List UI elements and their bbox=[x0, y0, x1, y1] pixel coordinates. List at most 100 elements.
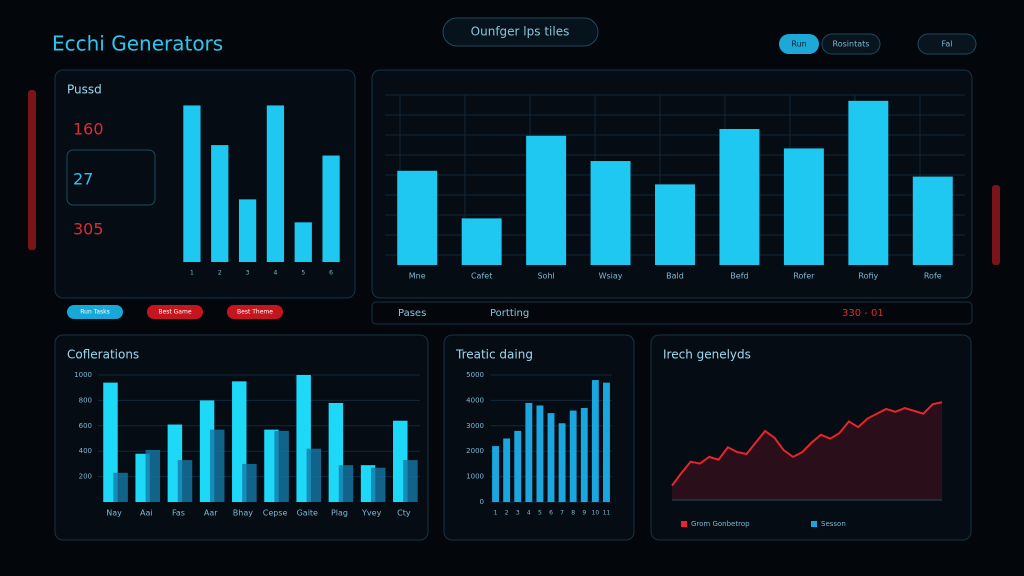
button[interactable] bbox=[821, 33, 881, 55]
button[interactable] bbox=[779, 34, 819, 54]
search-text: Ounfger lps tiles bbox=[471, 25, 570, 39]
panel-title: Treatic daing bbox=[455, 348, 533, 362]
button-label: Best Theme bbox=[237, 309, 273, 316]
button[interactable] bbox=[917, 33, 977, 55]
bar bbox=[547, 413, 555, 502]
button-label: Fal bbox=[942, 40, 953, 49]
bar bbox=[306, 448, 322, 502]
x-tick-label: 8 bbox=[571, 510, 575, 517]
bar bbox=[294, 222, 312, 262]
x-tick-label: Mne bbox=[409, 272, 426, 281]
bar bbox=[370, 467, 386, 502]
bar bbox=[536, 405, 544, 502]
x-tick-label: Aai bbox=[140, 509, 153, 518]
x-tick-label: Sohl bbox=[537, 272, 554, 281]
x-tick-label: Wsiay bbox=[599, 272, 623, 281]
bar bbox=[183, 105, 201, 262]
y-tick-label: 800 bbox=[79, 396, 92, 404]
bar bbox=[590, 161, 631, 265]
x-tick-label: 3 bbox=[516, 510, 520, 517]
bar bbox=[103, 382, 118, 502]
x-tick-label: 3 bbox=[246, 270, 250, 277]
bar bbox=[242, 463, 257, 502]
bar bbox=[274, 430, 289, 502]
button-label: Best Game bbox=[158, 309, 191, 316]
search-box[interactable] bbox=[442, 17, 599, 47]
bar bbox=[211, 145, 229, 262]
x-tick-label: Fas bbox=[172, 509, 185, 518]
y-tick-label: 200 bbox=[79, 473, 92, 481]
x-tick-label: Rofer bbox=[793, 272, 815, 281]
bar bbox=[580, 408, 588, 502]
x-tick-label: Nay bbox=[106, 509, 122, 518]
button[interactable] bbox=[67, 305, 123, 319]
panel-title: Coflerations bbox=[67, 348, 139, 362]
y-tick-label: 4000 bbox=[466, 396, 484, 404]
bar bbox=[912, 176, 953, 265]
x-tick-label: Cepse bbox=[263, 509, 288, 518]
side-glow bbox=[28, 90, 36, 250]
nav-text: 330 - 01 bbox=[842, 308, 884, 319]
bar bbox=[145, 449, 161, 502]
x-tick-label: 2 bbox=[218, 270, 222, 277]
bar bbox=[266, 105, 285, 262]
x-tick-label: Aar bbox=[204, 509, 218, 518]
x-tick-label: 5 bbox=[301, 270, 305, 277]
bar bbox=[503, 438, 511, 502]
bar bbox=[113, 472, 128, 502]
x-tick-label: Gaite bbox=[297, 509, 318, 518]
x-tick-label: Cty bbox=[397, 509, 411, 518]
bar bbox=[525, 402, 533, 502]
button-label: Run bbox=[791, 40, 806, 49]
bar bbox=[655, 184, 695, 265]
legend-swatch bbox=[811, 521, 817, 527]
stat-value: 27 bbox=[73, 170, 93, 189]
x-tick-label: 7 bbox=[560, 510, 564, 517]
bar bbox=[397, 170, 438, 265]
stat-value: 305 bbox=[73, 220, 104, 239]
bar bbox=[238, 199, 257, 262]
button[interactable] bbox=[227, 305, 283, 319]
legend-label: Grom Gonbetrop bbox=[691, 520, 750, 528]
bar bbox=[209, 429, 225, 502]
bar bbox=[338, 465, 354, 502]
y-tick-label: 400 bbox=[79, 447, 92, 455]
bar bbox=[403, 460, 418, 502]
x-tick-label: Bald bbox=[666, 272, 684, 281]
x-tick-label: 9 bbox=[582, 510, 586, 517]
button-label: Rosintats bbox=[833, 40, 870, 49]
y-tick-label: 2000 bbox=[466, 447, 484, 455]
bar bbox=[514, 430, 522, 502]
bar bbox=[461, 218, 502, 265]
button-label: Run Tasks bbox=[80, 309, 110, 316]
x-tick-label: 1 bbox=[494, 510, 498, 517]
x-tick-label: 5 bbox=[538, 510, 542, 517]
x-tick-label: 1 bbox=[190, 270, 194, 277]
x-tick-label: Rofiy bbox=[858, 272, 878, 281]
side-glow bbox=[992, 185, 1000, 265]
bar bbox=[591, 380, 599, 502]
x-tick-label: Yvey bbox=[361, 509, 382, 518]
bar bbox=[492, 446, 499, 502]
bar bbox=[526, 135, 567, 265]
y-tick-label: 600 bbox=[79, 422, 92, 430]
button[interactable] bbox=[147, 305, 203, 319]
bar bbox=[719, 129, 760, 265]
stat-box bbox=[66, 149, 156, 206]
x-tick-label: 6 bbox=[329, 270, 333, 277]
x-tick-label: 4 bbox=[527, 510, 531, 517]
bar bbox=[558, 423, 566, 502]
x-tick-label: 2 bbox=[505, 510, 509, 517]
line bbox=[671, 401, 943, 487]
bar bbox=[569, 410, 577, 502]
x-tick-label: 6 bbox=[549, 510, 553, 517]
y-tick-label: 3000 bbox=[466, 422, 484, 430]
nav-text: Portting bbox=[490, 308, 529, 319]
area bbox=[672, 402, 942, 500]
panel-title: Pussd bbox=[67, 83, 102, 97]
bar bbox=[177, 460, 193, 502]
bar bbox=[783, 148, 824, 265]
stat-value: 160 bbox=[73, 120, 104, 139]
bar bbox=[322, 155, 340, 262]
